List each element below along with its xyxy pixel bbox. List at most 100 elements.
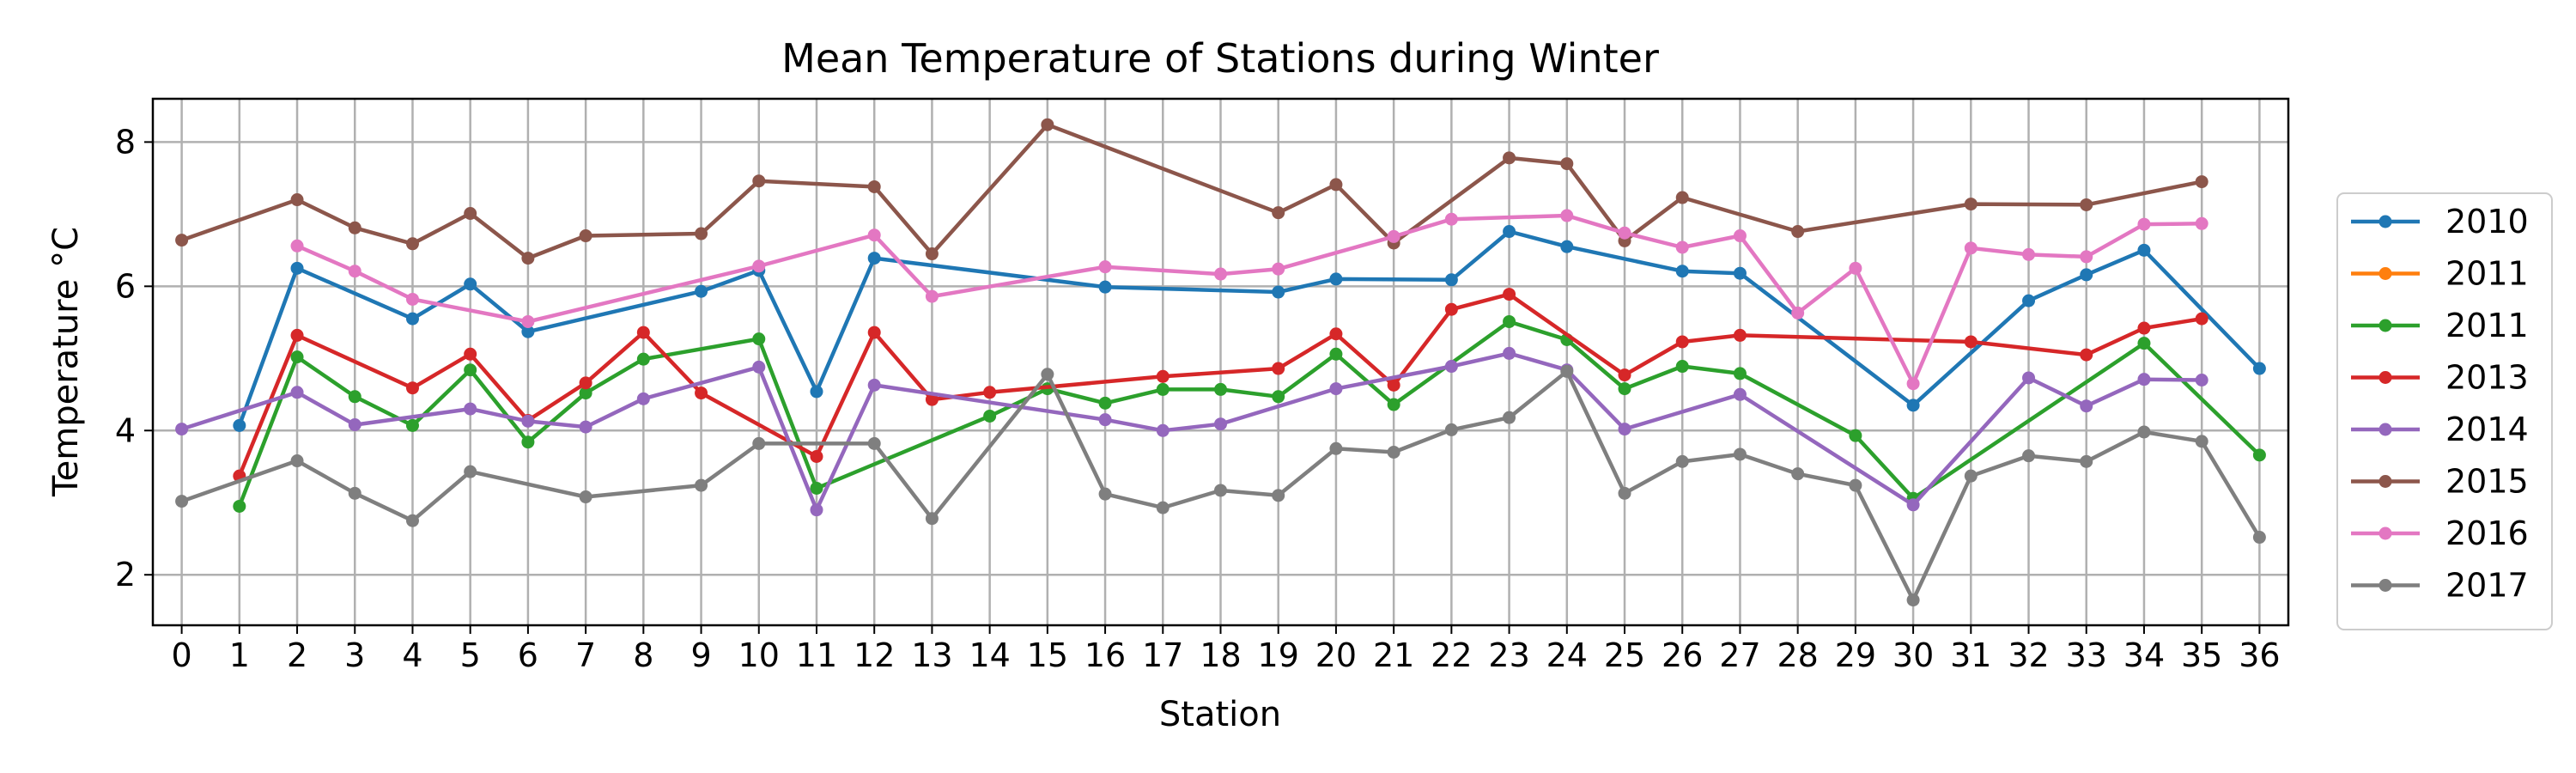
data-point — [1503, 225, 1516, 239]
data-point — [1618, 226, 1631, 240]
data-point — [1214, 484, 1227, 497]
data-point — [348, 265, 361, 278]
legend-label: 2013 — [2445, 359, 2529, 397]
data-point — [464, 465, 477, 478]
data-point — [2080, 454, 2093, 468]
data-point — [1444, 423, 1458, 436]
legend-item: 2011 — [2351, 307, 2529, 344]
data-point — [2022, 247, 2036, 261]
data-point — [405, 292, 419, 306]
data-point — [2022, 294, 2036, 307]
y-tick-label: 2 — [115, 556, 136, 593]
data-point — [1444, 273, 1458, 287]
data-point — [1733, 367, 1747, 380]
legend-marker — [2379, 526, 2392, 540]
data-point — [2022, 371, 2036, 385]
legend-marker — [2379, 215, 2392, 228]
x-tick-label: 36 — [2239, 636, 2280, 674]
x-tick-label: 10 — [738, 636, 780, 674]
x-tick-label: 14 — [969, 636, 1010, 674]
data-point — [175, 234, 189, 247]
data-point — [1849, 478, 1862, 492]
series-lines — [175, 118, 2266, 607]
data-point — [752, 174, 766, 188]
data-point — [348, 486, 361, 500]
data-point — [1156, 369, 1170, 383]
series-line-2016 — [295, 213, 2204, 386]
data-point — [464, 277, 477, 291]
data-point — [2195, 175, 2208, 189]
data-point — [867, 436, 881, 450]
data-point — [1849, 429, 1862, 442]
legend-item: 2016 — [2351, 514, 2529, 552]
x-tick-label: 7 — [575, 636, 596, 674]
data-point — [579, 376, 592, 390]
data-point — [1675, 335, 1689, 349]
data-point — [1272, 206, 1285, 220]
data-point — [1272, 362, 1285, 375]
data-point — [1156, 382, 1170, 396]
data-point — [1733, 387, 1747, 401]
data-point — [348, 418, 361, 432]
x-tick-label: 4 — [402, 636, 422, 674]
x-tick-label: 3 — [344, 636, 365, 674]
data-point — [1675, 191, 1689, 204]
data-point — [983, 386, 997, 399]
data-point — [1906, 498, 1920, 512]
data-point — [1733, 328, 1747, 342]
legend-label: 2017 — [2445, 567, 2529, 605]
legend-label: 2014 — [2445, 411, 2529, 448]
data-point — [925, 247, 939, 261]
data-point — [1329, 441, 1343, 455]
data-point — [1329, 347, 1343, 361]
data-point — [810, 503, 823, 517]
data-point — [1387, 398, 1400, 411]
series-2011 — [233, 314, 2266, 513]
data-point — [1964, 469, 1978, 483]
data-point — [2080, 268, 2093, 282]
data-point — [810, 385, 823, 399]
data-point — [752, 259, 766, 273]
x-tick-label: 19 — [1258, 636, 1299, 674]
data-point — [1618, 368, 1631, 382]
data-point — [405, 514, 419, 527]
series-2010 — [233, 225, 2266, 432]
data-point — [1503, 346, 1516, 360]
data-point — [2022, 449, 2036, 463]
x-tick-label: 21 — [1373, 636, 1414, 674]
legend-marker — [2379, 319, 2392, 332]
data-point — [1560, 209, 1574, 222]
data-point — [1387, 229, 1400, 243]
y-tick-label: 8 — [115, 123, 136, 161]
data-point — [579, 420, 592, 434]
x-tick-label: 22 — [1431, 636, 1472, 674]
x-tick-label: 34 — [2123, 636, 2165, 674]
data-point — [1733, 229, 1747, 243]
data-point — [1964, 198, 1978, 211]
data-point — [1098, 413, 1112, 427]
legend-item: 2014 — [2351, 411, 2529, 448]
data-point — [1098, 396, 1112, 410]
data-point — [2195, 312, 2208, 326]
data-point — [1675, 240, 1689, 254]
data-point — [2195, 373, 2208, 386]
x-tick-label: 28 — [1777, 636, 1818, 674]
data-point — [233, 418, 246, 432]
x-tick-label: 25 — [1604, 636, 1645, 674]
legend-label: 2011 — [2445, 255, 2529, 293]
x-tick-label: 27 — [1719, 636, 1760, 674]
data-point — [521, 252, 535, 265]
data-point — [867, 180, 881, 193]
data-point — [464, 347, 477, 361]
data-point — [636, 326, 650, 339]
data-point — [867, 378, 881, 392]
data-point — [1329, 178, 1343, 192]
data-point — [867, 326, 881, 339]
data-point — [1272, 390, 1285, 404]
data-point — [752, 332, 766, 346]
data-point — [579, 386, 592, 400]
data-point — [348, 221, 361, 234]
legend: 2010 2011 2011 2013 2014 2015 2016 2017 — [2336, 192, 2553, 630]
x-tick-label: 5 — [460, 636, 481, 674]
data-point — [810, 450, 823, 464]
